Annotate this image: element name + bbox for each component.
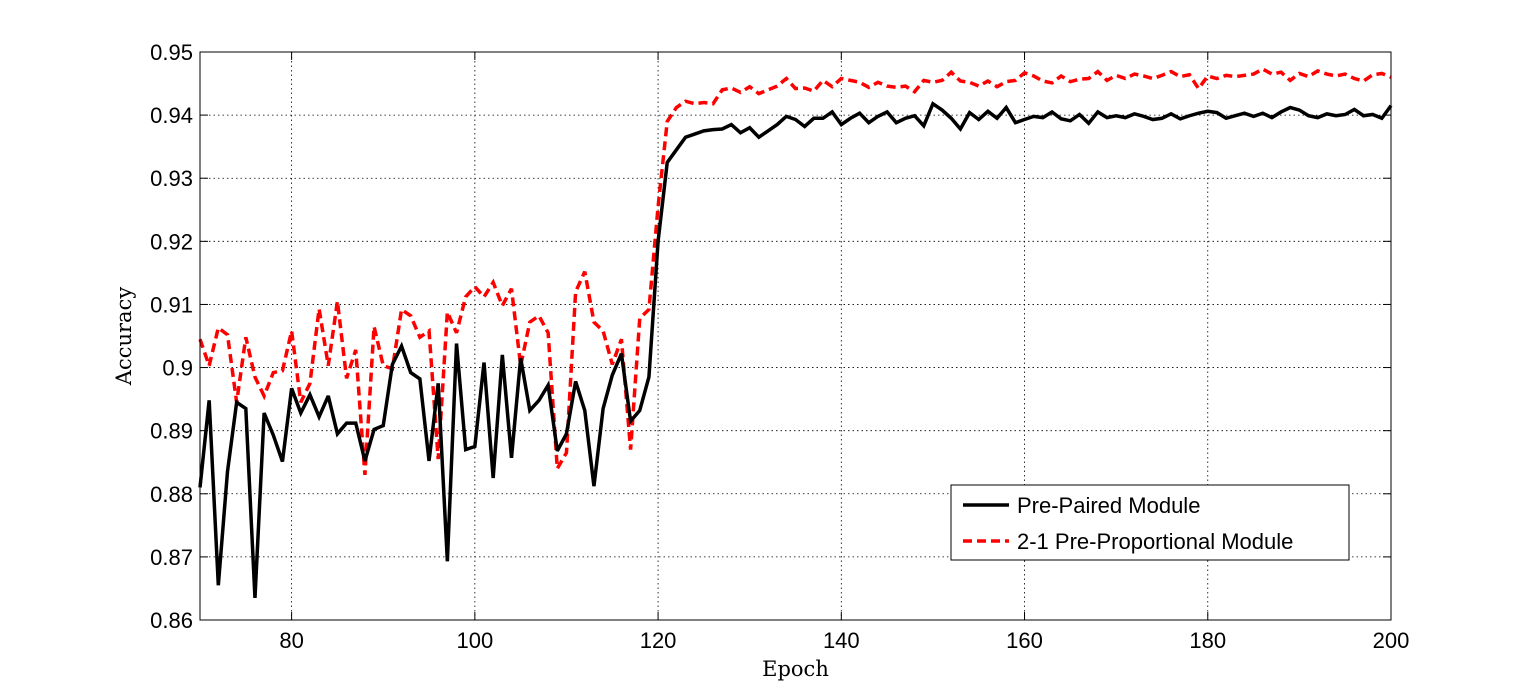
series-line-pre-paired	[198, 101, 1393, 598]
y-axis-label: Accuracy	[112, 287, 136, 387]
y-tick-label: 0.94	[150, 103, 193, 128]
x-tick-label: 100	[456, 628, 493, 653]
y-tick-label: 0.91	[150, 292, 193, 317]
series-layer	[198, 67, 1393, 598]
series-line-pre-proportional	[198, 67, 1392, 475]
x-tick-label: 140	[823, 628, 860, 653]
legend-label-pre-proportional: 2-1 Pre-Proportional Module	[1017, 529, 1293, 554]
y-tick-label: 0.9	[162, 356, 193, 381]
legend-box	[950, 484, 1350, 561]
x-axis-label: Epoch	[762, 657, 829, 681]
legend: Pre-Paired Module 2-1 Pre-Proportional M…	[950, 484, 1350, 561]
y-tick-label: 0.93	[150, 166, 193, 191]
y-tick-label: 0.92	[150, 229, 193, 254]
plot-frame	[199, 51, 1392, 621]
tick-layer: 80 100 120 140 160 180 200 0.86 0.87 0.88 0.89 0.9 0…	[150, 40, 1409, 653]
x-tick-label: 120	[640, 628, 677, 653]
y-tick-label: 0.95	[150, 40, 193, 65]
y-tick-label: 0.88	[150, 482, 193, 507]
legend-label-pre-paired: Pre-Paired Module	[1017, 493, 1200, 518]
y-tick-label: 0.89	[150, 419, 193, 444]
x-tick-label: 80	[279, 628, 303, 653]
x-tick-label: 180	[1189, 628, 1226, 653]
y-tick-label: 0.87	[150, 545, 193, 570]
x-tick-label: 200	[1373, 628, 1410, 653]
y-tick-label: 0.86	[150, 608, 193, 633]
x-tick-label: 160	[1006, 628, 1043, 653]
